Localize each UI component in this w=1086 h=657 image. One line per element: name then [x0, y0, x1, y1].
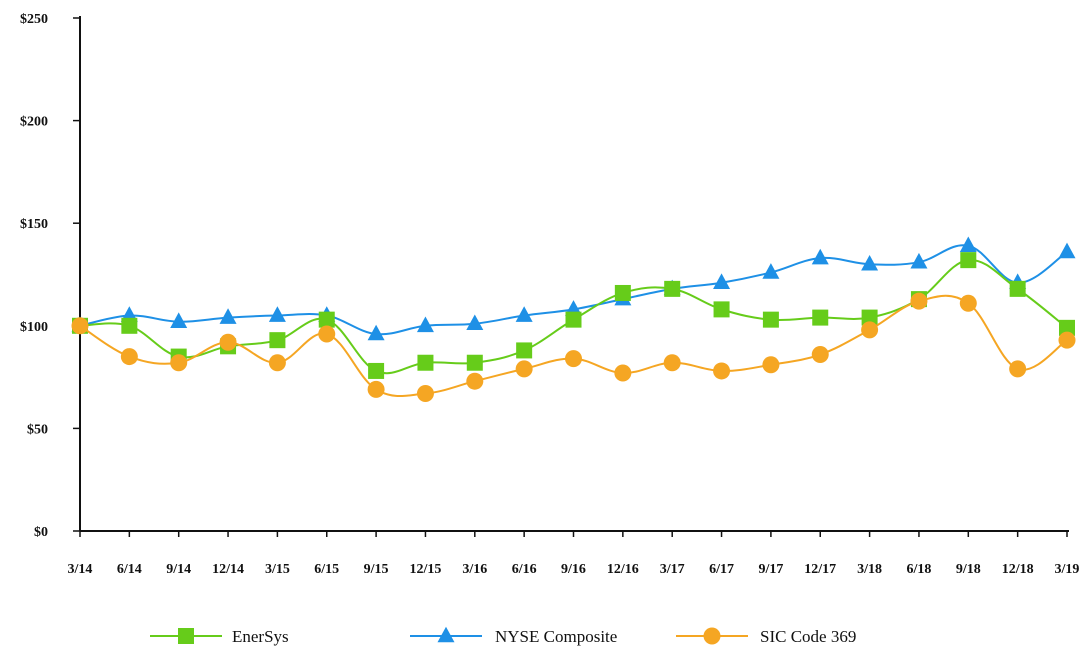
x-tick-label: 3/16 [462, 562, 487, 577]
data-point-enersys: EnerSys 12/17: 104 [812, 309, 829, 326]
x-tick-label: 6/17 [709, 562, 734, 577]
data-point-nyse-composite: NYSE Composite 9/18: 139 [959, 236, 977, 253]
x-tick-label: 3/19 [1055, 562, 1080, 577]
data-point-enersys: EnerSys 9/17: 103 [762, 311, 779, 328]
data-point-sic-code-369: SIC Code 369 9/14: 82 [170, 354, 188, 372]
legend-swatch-marker [178, 628, 194, 644]
data-point-sic-code-369: SIC Code 369 6/18: 112 [910, 292, 928, 310]
data-point-nyse-composite: NYSE Composite 3/18: 130 [861, 254, 879, 271]
data-point-enersys: EnerSys 3/18: 104 [861, 309, 878, 326]
x-tick-label: 12/15 [410, 562, 442, 577]
x-tick-label: 6/16 [512, 562, 537, 577]
data-point-enersys: EnerSys 3/19: 99 [1059, 319, 1075, 336]
data-point-nyse-composite: NYSE Composite 6/18: 131 [910, 252, 928, 269]
data-point-sic-code-369: SIC Code 369 3/18: 98 [861, 321, 879, 339]
legend: EnerSys NYSE Composite SIC Code 369 [150, 626, 856, 646]
data-point-enersys: EnerSys 9/18: 132 [960, 252, 977, 269]
data-point-enersys: EnerSys 6/17: 108 [713, 301, 730, 318]
data-point-sic-code-369: SIC Code 369 3/19: 93 [1058, 331, 1076, 349]
data-point-sic-code-369: SIC Code 369 9/17: 81 [762, 356, 780, 374]
legend-label: EnerSys [232, 627, 289, 646]
data-point-nyse-composite: NYSE Composite 12/15: 100 [416, 316, 434, 333]
data-point-nyse-composite: NYSE Composite 9/14: 102 [170, 312, 188, 328]
x-tick-label: 3/15 [265, 562, 290, 577]
x-tick-label: 9/17 [758, 562, 783, 577]
data-point-enersys: EnerSys 6/14: 100 [121, 317, 138, 334]
x-tick-label: 12/16 [607, 562, 639, 577]
x-tick-label: 6/18 [907, 562, 932, 577]
data-point-enersys: EnerSys 3/17: 118 [664, 280, 681, 297]
data-point-sic-code-369: SIC Code 369 3/16: 73 [466, 372, 484, 390]
series-sic-code-369: SIC Code 369 3/14: 100 SIC Code 369 6/14:… [71, 292, 1076, 403]
x-tick-label: 6/15 [314, 562, 339, 577]
y-tick-label: $0 [34, 525, 48, 540]
x-tick-label: 3/18 [857, 562, 882, 577]
x-tick-label: 9/16 [561, 562, 586, 577]
data-point-enersys: EnerSys 6/15: 103 [318, 311, 335, 328]
data-point-nyse-composite: NYSE Composite 9/15: 96 [367, 324, 385, 341]
legend-item-nyse-composite: NYSE Composite [410, 626, 617, 646]
y-tick-label: $100 [20, 320, 48, 335]
series-group: NYSE Composite 3/14: 100NYSE Composite 6… [71, 236, 1076, 403]
data-point-nyse-composite: NYSE Composite 6/16: 105 [515, 306, 533, 322]
data-point-sic-code-369: SIC Code 369 6/14: 85 [120, 348, 138, 366]
data-point-enersys: EnerSys 3/15: 93 [269, 332, 286, 349]
legend-swatch-marker [437, 626, 455, 643]
axes: $0 $50 $100 $150 $200 $250 3/14 6/14 9/14 12/14 3/… [20, 12, 1079, 577]
data-point-sic-code-369: SIC Code 369 3/15: 82 [268, 354, 286, 372]
data-point-nyse-composite: NYSE Composite 3/19: 136 [1058, 242, 1076, 259]
y-tick-label: $50 [27, 422, 48, 437]
data-point-nyse-composite: NYSE Composite 3/15: 105 [268, 306, 286, 322]
legend-label: SIC Code 369 [760, 627, 856, 646]
data-point-sic-code-369: SIC Code 369 9/15: 69 [367, 380, 385, 398]
data-point-sic-code-369: SIC Code 369 9/16: 84 [565, 350, 582, 368]
data-point-sic-code-369: SIC Code 369 6/16: 79 [515, 360, 533, 378]
x-tick-label: 3/17 [660, 562, 685, 577]
data-point-enersys: EnerSys 12/18: 118 [1009, 280, 1026, 297]
y-tick-label: $250 [20, 12, 48, 27]
y-tick-label: $150 [20, 217, 48, 232]
data-point-sic-code-369: SIC Code 369 12/16: 77 [614, 364, 632, 382]
legend-item-enersys: EnerSys [150, 627, 289, 646]
data-point-sic-code-369: SIC Code 369 3/14: 100 [71, 317, 89, 335]
data-point-sic-code-369: SIC Code 369 12/15: 67 [416, 385, 434, 403]
data-point-enersys: EnerSys 12/16: 116 [614, 284, 631, 301]
data-point-enersys: EnerSys 12/15: 82 [417, 354, 434, 371]
x-tick-label: 12/14 [212, 562, 244, 577]
data-point-sic-code-369: SIC Code 369 6/15: 96 [318, 325, 336, 343]
data-point-nyse-composite: NYSE Composite 3/16: 101 [466, 314, 484, 331]
legend-item-sic-code-369: SIC Code 369 [676, 627, 856, 646]
data-point-nyse-composite: NYSE Composite 9/17: 126 [762, 263, 780, 279]
data-point-enersys: EnerSys 9/15: 78 [368, 362, 385, 379]
data-point-enersys: EnerSys 6/16: 88 [516, 342, 533, 359]
x-tick-label: 6/14 [117, 562, 142, 577]
data-point-sic-code-369: SIC Code 369 12/18: 79 [1009, 360, 1027, 378]
data-point-nyse-composite: NYSE Composite 6/17: 121 [713, 273, 731, 290]
x-tick-label: 3/14 [68, 562, 93, 577]
data-point-sic-code-369: SIC Code 369 3/17: 82 [663, 354, 681, 372]
x-tick-label: 9/14 [166, 562, 191, 577]
data-point-sic-code-369: SIC Code 369 12/17: 86 [811, 346, 829, 364]
data-point-enersys: EnerSys 9/16: 103 [565, 311, 582, 328]
y-tick-label: $200 [20, 115, 48, 130]
x-tick-label: 9/18 [956, 562, 981, 577]
data-point-nyse-composite: NYSE Composite 12/17: 133 [811, 248, 829, 265]
data-point-sic-code-369: SIC Code 369 6/17: 78 [713, 362, 731, 380]
data-point-sic-code-369: SIC Code 369 9/18: 111 [959, 294, 977, 312]
legend-swatch-marker [703, 627, 721, 645]
data-point-nyse-composite: NYSE Composite 12/14: 104 [219, 308, 237, 324]
data-point-sic-code-369: SIC Code 369 12/14: 92 [219, 333, 237, 351]
x-tick-label: 12/17 [804, 562, 836, 577]
data-point-enersys: EnerSys 3/16: 82 [466, 354, 483, 371]
x-tick-label: 9/15 [364, 562, 389, 577]
x-tick-label: 12/18 [1002, 562, 1034, 577]
legend-label: NYSE Composite [495, 627, 617, 646]
